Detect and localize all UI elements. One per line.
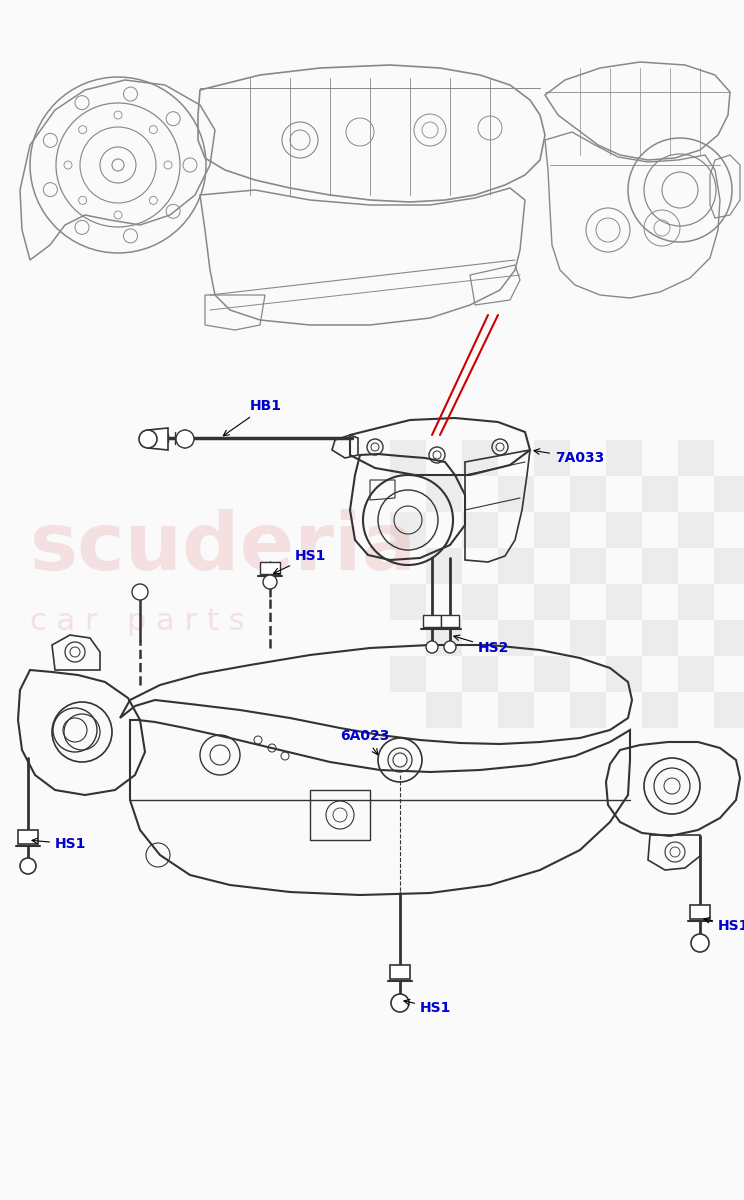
Bar [714,692,744,728]
Bar [678,512,714,548]
Polygon shape [148,428,168,450]
Text: HS1: HS1 [404,1000,452,1015]
Bar [390,656,426,692]
Circle shape [20,858,36,874]
Bar [498,692,534,728]
Bar [606,584,642,620]
Bar [498,476,534,512]
Bar [678,656,714,692]
Bar [534,584,570,620]
Polygon shape [423,614,441,626]
Bar [642,476,678,512]
Circle shape [176,430,194,448]
Bar [570,620,606,656]
Bar [570,476,606,512]
Text: scuderia: scuderia [30,509,417,587]
Bar [534,656,570,692]
Circle shape [391,994,409,1012]
Text: HS1: HS1 [704,918,744,934]
Bar [642,548,678,584]
Polygon shape [18,830,38,844]
Bar [678,440,714,476]
Circle shape [132,584,148,600]
Bar [570,548,606,584]
Polygon shape [441,614,459,626]
Bar [390,584,426,620]
Polygon shape [260,562,280,574]
Bar [390,440,426,476]
Bar [498,548,534,584]
Text: HS1: HS1 [32,838,86,851]
Text: HS2: HS2 [454,635,510,655]
Bar [462,656,498,692]
Bar [462,440,498,476]
Bar [426,548,462,584]
Bar [426,620,462,656]
Polygon shape [390,965,410,979]
Bar [714,548,744,584]
Text: HS1: HS1 [274,550,327,574]
Circle shape [139,430,157,448]
Circle shape [263,575,277,589]
Bar [534,440,570,476]
Text: 6A023: 6A023 [340,728,389,755]
Bar [606,656,642,692]
Bar [642,620,678,656]
Bar [642,692,678,728]
Bar [714,620,744,656]
Bar [390,512,426,548]
Bar [534,512,570,548]
Bar [606,512,642,548]
Bar [498,620,534,656]
Bar [426,692,462,728]
Circle shape [444,641,456,653]
Polygon shape [690,905,710,919]
Text: HB1: HB1 [223,398,282,436]
Bar [570,692,606,728]
Bar [426,476,462,512]
Bar [462,584,498,620]
Bar [678,584,714,620]
Bar [714,476,744,512]
Circle shape [426,641,438,653]
Circle shape [691,934,709,952]
Bar [462,512,498,548]
Text: 7A033: 7A033 [534,449,604,464]
Bar [606,440,642,476]
Text: c a r   p a r t s: c a r p a r t s [30,607,245,636]
